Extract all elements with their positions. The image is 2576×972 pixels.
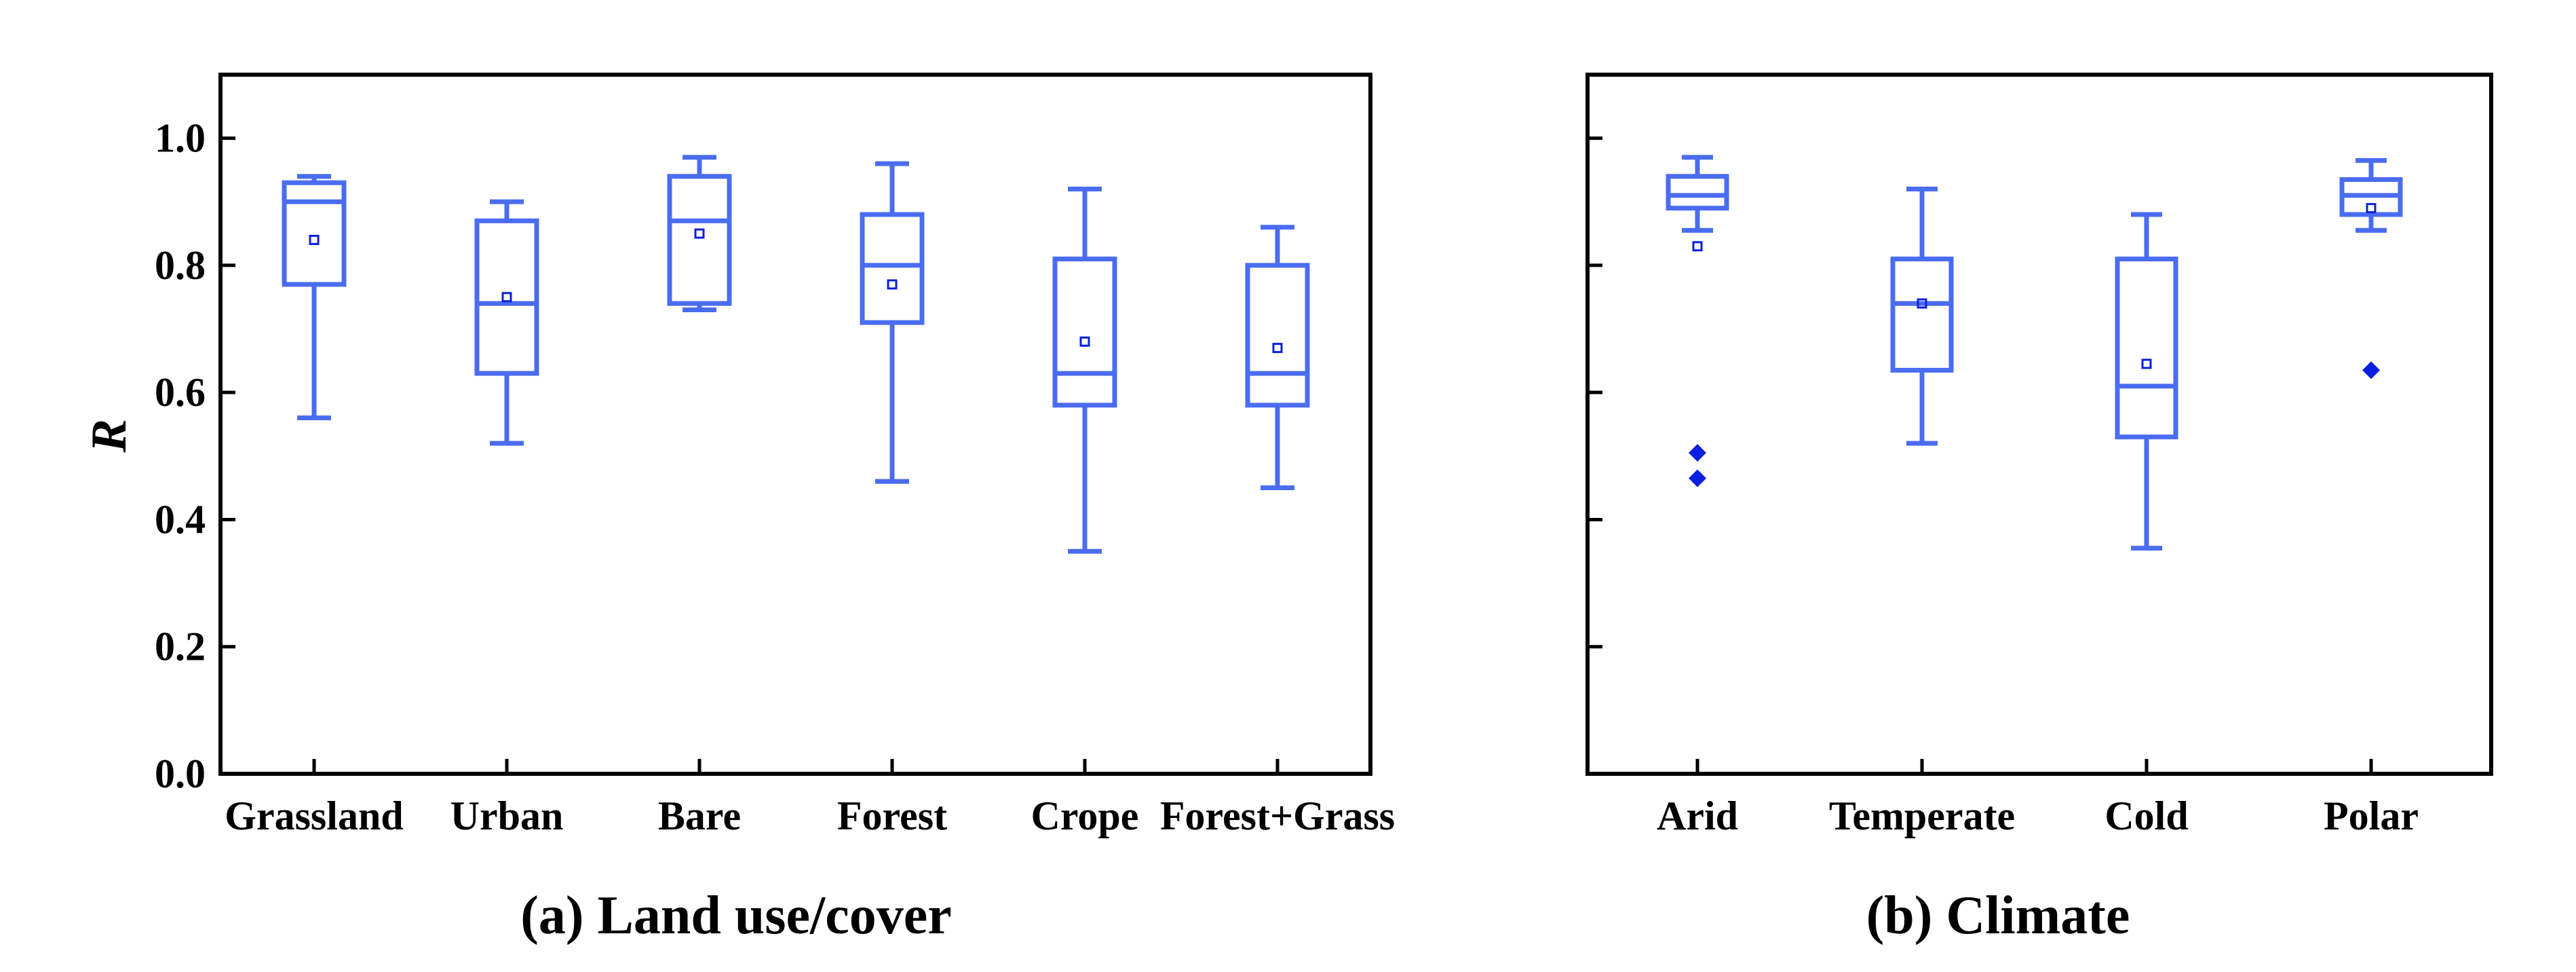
mean-marker <box>309 234 320 245</box>
land-use-box-forest-grass <box>1245 225 1310 491</box>
land-use-box-crope <box>1052 187 1117 554</box>
interquartile-box <box>1245 263 1310 408</box>
climate-boxes <box>1666 155 2403 551</box>
mean-marker <box>2366 203 2377 214</box>
climate-x-label: Temperate <box>1829 793 2015 838</box>
land-use-panel: R 0.0 0.2 0.4 0.6 0.8 1.0 Grassland Urban Bare F… <box>81 73 1395 946</box>
land-use-box-bare <box>667 155 732 312</box>
climate-x-label: Arid <box>1657 793 1738 838</box>
interquartile-box <box>1890 257 1954 373</box>
land-use-x-label: Bare <box>658 793 741 838</box>
y-tick-label: 0.4 <box>155 497 206 542</box>
mean-marker <box>1917 298 1927 309</box>
land-use-x-label: Forest <box>837 793 947 838</box>
land-use-x-labels: Grassland Urban Bare Forest Crope Forest+Gras… <box>225 759 1395 838</box>
y-tick-label: 0.0 <box>155 751 206 796</box>
interquartile-box <box>2115 257 2178 440</box>
mean-marker <box>501 292 512 303</box>
outlier-point <box>2362 361 2380 379</box>
climate-x-label: Cold <box>2104 793 2188 838</box>
mean-marker <box>1692 241 1703 252</box>
interquartile-box <box>667 174 732 306</box>
land-use-box-grassland <box>282 174 347 421</box>
outlier-point <box>1689 444 1706 462</box>
interquartile-box <box>474 218 539 376</box>
mean-marker <box>1272 343 1283 354</box>
land-use-y-ticks: 0.0 0.2 0.4 0.6 0.8 1.0 <box>155 116 235 796</box>
mean-marker <box>694 228 705 239</box>
mean-marker <box>887 279 898 290</box>
y-tick-label: 0.6 <box>155 370 206 415</box>
land-use-box-forest <box>860 161 925 484</box>
land-use-panel-title: (a) Land use/cover <box>520 886 952 946</box>
land-use-boxes <box>282 155 1310 554</box>
y-axis-label: R <box>81 419 137 453</box>
land-use-x-label: Crope <box>1031 793 1139 838</box>
land-use-x-label: Grassland <box>225 793 403 838</box>
climate-panel-title: (b) Climate <box>1866 886 2130 946</box>
climate-x-label: Polar <box>2324 793 2419 838</box>
land-use-box-urban <box>474 199 539 446</box>
climate-box-temperate <box>1890 187 1954 446</box>
outlier-point <box>1689 469 1706 487</box>
interquartile-box <box>860 212 925 325</box>
climate-y-ticks <box>1588 136 1602 776</box>
land-use-plot-frame <box>218 73 1372 776</box>
mean-marker <box>1079 336 1090 347</box>
interquartile-box <box>1666 174 1729 211</box>
y-tick-label: 1.0 <box>155 116 206 161</box>
y-tick-label: 0.8 <box>155 243 206 288</box>
interquartile-box <box>1052 257 1117 408</box>
y-tick-label: 0.2 <box>155 624 206 669</box>
mean-marker <box>2141 358 2152 369</box>
climate-panel: Arid Temperate Cold Polar (b) Climate <box>1585 73 2493 946</box>
climate-x-labels: Arid Temperate Cold Polar <box>1657 759 2419 838</box>
climate-box-arid <box>1666 155 1729 487</box>
interquartile-box <box>282 180 347 287</box>
climate-box-cold <box>2115 212 2178 551</box>
land-use-x-label: Urban <box>450 793 564 838</box>
climate-box-polar <box>2339 157 2403 379</box>
land-use-x-label: Forest+Grass <box>1160 793 1395 838</box>
climate-plot-frame <box>1585 73 2493 776</box>
